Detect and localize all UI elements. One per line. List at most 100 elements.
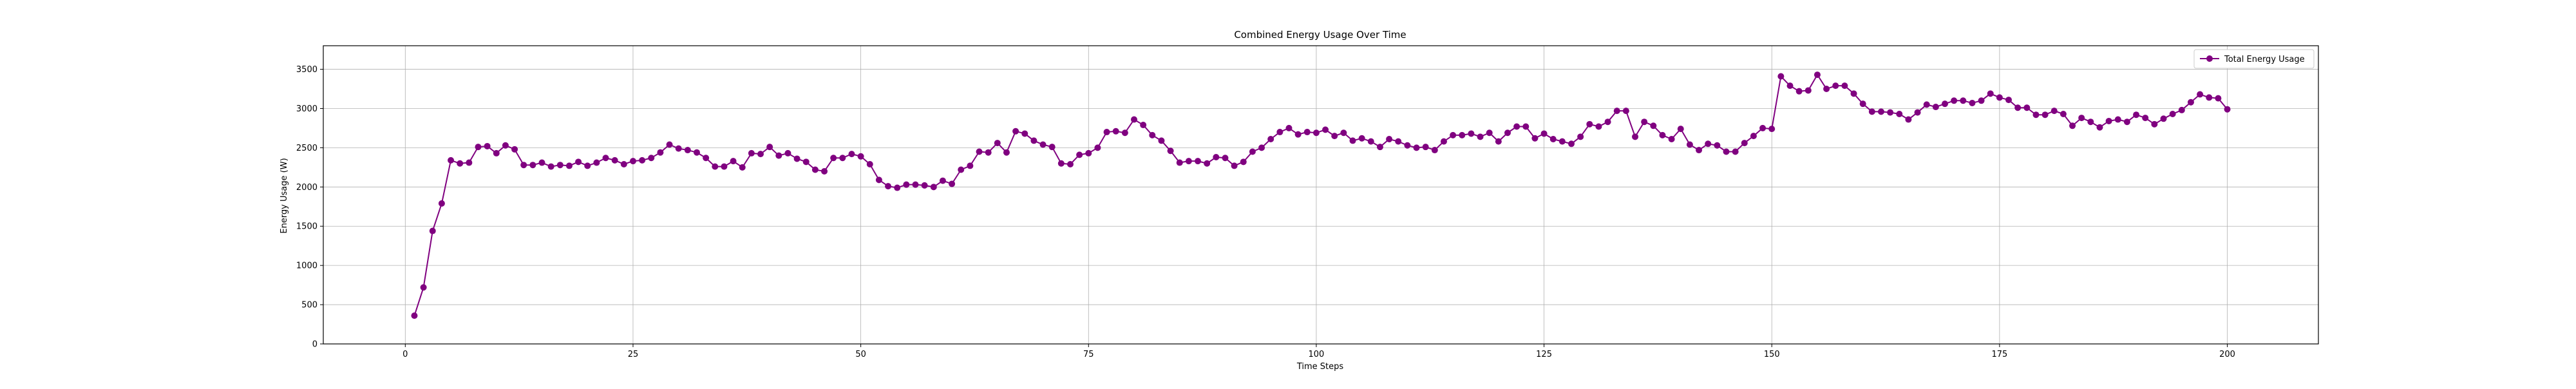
data-point	[1495, 138, 1502, 145]
y-tick-label: 500	[301, 301, 317, 310]
data-point	[2133, 111, 2140, 119]
data-point	[1841, 82, 1848, 90]
x-tick-label: 50	[855, 350, 866, 359]
data-point	[1085, 149, 1092, 157]
x-tick-label: 150	[1764, 350, 1780, 359]
data-point	[1312, 129, 1320, 137]
x-tick-label: 100	[1309, 350, 1325, 359]
data-point	[712, 163, 719, 170]
plot-frame	[323, 45, 2319, 345]
data-point	[1996, 94, 2003, 101]
data-point	[857, 153, 864, 160]
data-point	[693, 149, 700, 156]
y-tick-label: 1500	[296, 222, 317, 232]
data-point	[976, 148, 983, 155]
y-tick-label: 3500	[296, 65, 317, 75]
data-point	[2215, 95, 2222, 102]
data-point	[1896, 111, 1903, 117]
x-axis-label: Time Steps	[1296, 362, 1344, 372]
x-tick-label: 25	[628, 350, 639, 359]
data-point	[1367, 138, 1374, 145]
data-point	[2206, 94, 2213, 101]
data-point	[1859, 100, 1866, 108]
data-point	[657, 149, 664, 156]
data-point	[1960, 97, 1967, 104]
data-point	[1413, 144, 1420, 151]
data-point	[1477, 133, 1484, 140]
data-point	[666, 141, 673, 148]
data-point	[1558, 138, 1566, 145]
data-point	[1340, 129, 1347, 137]
data-point	[766, 144, 773, 151]
data-point	[1231, 162, 1238, 169]
data-point	[1440, 138, 1447, 145]
data-point	[1486, 129, 1493, 137]
data-point	[1750, 133, 1757, 140]
data-point	[1850, 90, 1857, 97]
data-point	[866, 160, 873, 167]
data-point	[1322, 126, 1329, 133]
data-point	[2032, 111, 2040, 119]
data-point	[1522, 123, 1530, 130]
data-point	[2197, 91, 2204, 98]
data-point	[1540, 130, 1548, 137]
data-point	[949, 180, 956, 187]
data-point	[1422, 144, 1429, 151]
data-point	[802, 158, 810, 166]
data-point	[912, 181, 919, 188]
data-point	[511, 146, 518, 153]
data-point	[1285, 124, 1293, 131]
data-point	[2069, 122, 2076, 129]
data-point	[1158, 137, 1165, 144]
data-point	[1832, 82, 1839, 90]
data-point	[784, 149, 791, 157]
data-point	[1331, 133, 1338, 140]
y-tick-label: 0	[312, 340, 317, 350]
data-point	[1195, 158, 1202, 165]
data-point	[1714, 142, 1721, 149]
data-point	[1659, 131, 1666, 138]
data-point	[1431, 147, 1438, 154]
data-point	[466, 159, 473, 166]
data-point	[1887, 109, 1894, 116]
legend-box	[2193, 49, 2315, 69]
data-point	[958, 166, 965, 173]
data-point	[2224, 106, 2231, 113]
x-tick-label: 75	[1083, 350, 1094, 359]
data-point	[1868, 108, 1875, 115]
data-point	[475, 144, 482, 151]
data-point	[493, 149, 500, 157]
data-point	[1650, 122, 1657, 129]
data-point	[1804, 87, 1812, 94]
data-point	[1549, 135, 1557, 142]
data-point	[1057, 160, 1065, 167]
data-point	[2005, 97, 2012, 104]
data-point	[1768, 126, 1776, 133]
data-point	[1686, 141, 1693, 148]
data-point	[1003, 149, 1010, 156]
data-point	[748, 149, 755, 157]
data-point	[457, 160, 464, 167]
data-point	[1240, 158, 1247, 166]
data-point	[1677, 126, 1684, 133]
data-point	[775, 152, 782, 159]
data-point	[1121, 129, 1128, 137]
data-point	[2142, 115, 2149, 122]
data-point	[1140, 122, 1147, 129]
data-point	[1696, 147, 1703, 154]
data-point	[721, 163, 728, 170]
data-point	[939, 177, 946, 184]
data-point	[429, 227, 436, 234]
data-point	[520, 162, 527, 169]
data-point	[730, 158, 737, 165]
data-point	[502, 142, 509, 149]
data-point	[739, 164, 746, 171]
data-point	[547, 163, 554, 170]
data-point	[1504, 129, 1511, 137]
data-point	[556, 162, 564, 169]
data-point	[2014, 104, 2022, 111]
data-point	[2114, 116, 2121, 123]
data-point	[1732, 148, 1739, 155]
